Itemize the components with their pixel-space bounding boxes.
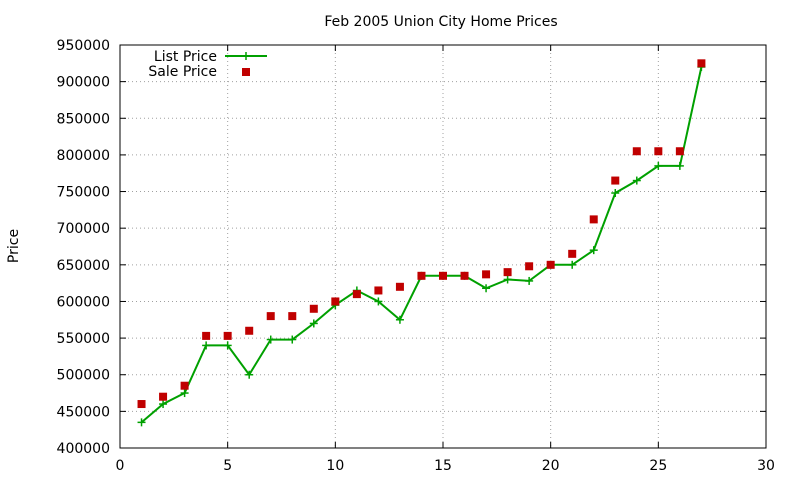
sale-price-point bbox=[352, 290, 361, 299]
x-axis-ticks: 0 5 10 15 20 25 30 bbox=[116, 45, 775, 474]
series-layer bbox=[137, 59, 706, 427]
y-tick-label: 500000 bbox=[57, 368, 110, 384]
legend-swatch-cross bbox=[242, 52, 250, 60]
y-tick-label: 900000 bbox=[57, 75, 110, 91]
sale-price-point bbox=[417, 271, 426, 280]
sale-price-point bbox=[223, 331, 232, 340]
y-tick-label: 550000 bbox=[57, 331, 110, 347]
sale-price-point bbox=[482, 270, 491, 279]
y-tick-label: 800000 bbox=[57, 148, 110, 164]
sale-price-point bbox=[654, 147, 663, 156]
x-tick-label: 15 bbox=[434, 458, 452, 474]
x-tick-label: 10 bbox=[326, 458, 344, 474]
list-price-point bbox=[266, 335, 275, 344]
y-axis-label: Price bbox=[6, 229, 22, 263]
list-price-point bbox=[503, 275, 512, 284]
x-tick-label: 5 bbox=[223, 458, 232, 474]
sale-price-point bbox=[180, 381, 189, 390]
sale-price-point bbox=[288, 312, 297, 321]
list-price-point bbox=[202, 341, 211, 350]
sale-price-point bbox=[460, 271, 469, 280]
y-tick-label: 450000 bbox=[57, 404, 110, 420]
sale-price-point bbox=[525, 262, 534, 271]
list-price-point bbox=[245, 370, 254, 379]
x-tick-label: 30 bbox=[757, 458, 775, 474]
legend-label-list-price: List Price bbox=[154, 49, 217, 65]
sale-price-point bbox=[266, 312, 275, 321]
sale-price-point bbox=[611, 176, 620, 185]
sale-price-point bbox=[245, 326, 254, 335]
y-tick-label: 750000 bbox=[57, 185, 110, 201]
list-price-point bbox=[482, 284, 491, 293]
y-tick-label: 950000 bbox=[57, 38, 110, 54]
list-price-point bbox=[288, 335, 297, 344]
list-price-point bbox=[159, 400, 168, 409]
y-tick-label: 650000 bbox=[57, 258, 110, 274]
legend-swatch-sale-price bbox=[242, 68, 250, 76]
sale-price-point bbox=[309, 304, 318, 313]
y-tick-label: 700000 bbox=[57, 221, 110, 237]
sale-price-point bbox=[202, 331, 211, 340]
y-tick-label: 850000 bbox=[57, 111, 110, 127]
list-price-point bbox=[395, 315, 404, 324]
list-price-point bbox=[632, 176, 641, 185]
sale-price-point bbox=[546, 260, 555, 269]
list-price-point bbox=[525, 276, 534, 285]
list-price-point bbox=[589, 246, 598, 255]
sale-price-point bbox=[632, 147, 641, 156]
y-axis-ticks: 400000 450000 500000 550000 600000 650000 7000… bbox=[57, 38, 766, 457]
legend-label-sale-price: Sale Price bbox=[148, 64, 217, 80]
list-price-point bbox=[374, 297, 383, 306]
sale-price-point bbox=[697, 59, 706, 68]
list-price-point bbox=[611, 189, 620, 198]
list-price-point bbox=[675, 161, 684, 170]
plot-frame bbox=[119, 44, 767, 449]
list-price-point bbox=[180, 389, 189, 398]
list-price-point bbox=[137, 418, 146, 427]
sale-price-point bbox=[159, 392, 168, 401]
sale-price-point bbox=[439, 271, 447, 280]
list-price-point bbox=[309, 319, 318, 328]
y-tick-label: 400000 bbox=[57, 441, 110, 457]
x-tick-label: 25 bbox=[649, 458, 667, 474]
list-price-line bbox=[140, 66, 703, 424]
sale-price-point bbox=[395, 282, 404, 291]
sale-price-point bbox=[589, 215, 598, 224]
sale-price-point bbox=[331, 297, 340, 306]
sale-price-point bbox=[568, 249, 577, 258]
sale-price-point bbox=[503, 268, 512, 277]
list-price-point bbox=[223, 341, 232, 350]
sale-price-point bbox=[374, 286, 383, 295]
x-tick-label: 0 bbox=[116, 458, 125, 474]
sale-price-point bbox=[137, 400, 146, 409]
sale-price-point bbox=[675, 147, 684, 156]
x-tick-label: 20 bbox=[542, 458, 560, 474]
chart-title: Feb 2005 Union City Home Prices bbox=[324, 14, 557, 30]
list-price-point bbox=[654, 161, 663, 170]
y-tick-label: 600000 bbox=[57, 294, 110, 310]
list-price-point bbox=[568, 260, 577, 269]
grid bbox=[120, 45, 766, 448]
